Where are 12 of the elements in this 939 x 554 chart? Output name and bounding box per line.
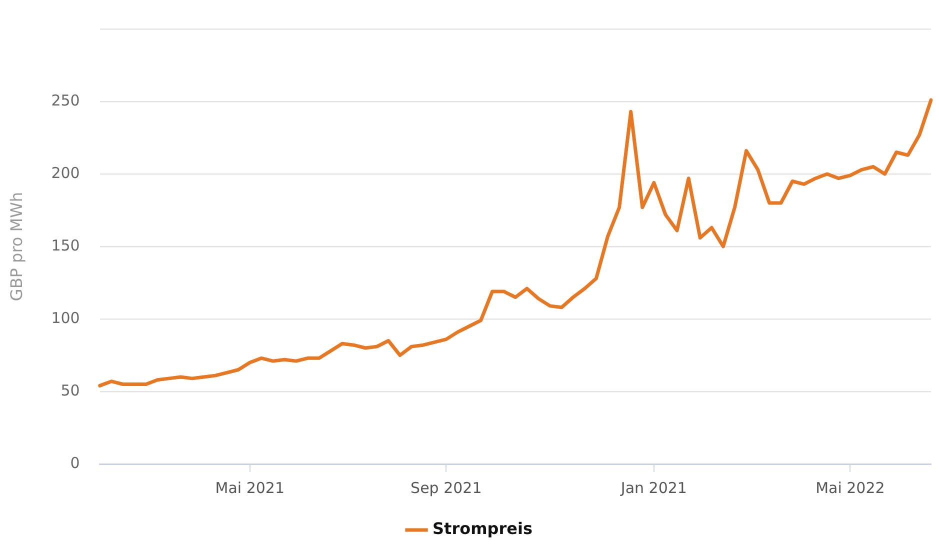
x-tick-label: Mai 2022 bbox=[816, 478, 885, 497]
y-axis-title: GBP pro MWh bbox=[6, 192, 26, 302]
legend-label: Strompreis bbox=[432, 519, 532, 538]
y-tick-label: 100 bbox=[51, 308, 80, 327]
x-tick-label: Jan 2021 bbox=[620, 478, 687, 497]
x-tick-label: Sep 2021 bbox=[410, 478, 482, 497]
y-tick-label: 200 bbox=[51, 164, 80, 182]
x-tick-label: Mai 2021 bbox=[215, 478, 285, 497]
y-tick-label: 50 bbox=[60, 381, 80, 400]
y-tick-label: 0 bbox=[70, 454, 80, 472]
y-tick-label: 250 bbox=[51, 91, 80, 110]
y-tick-label: 150 bbox=[51, 236, 80, 254]
